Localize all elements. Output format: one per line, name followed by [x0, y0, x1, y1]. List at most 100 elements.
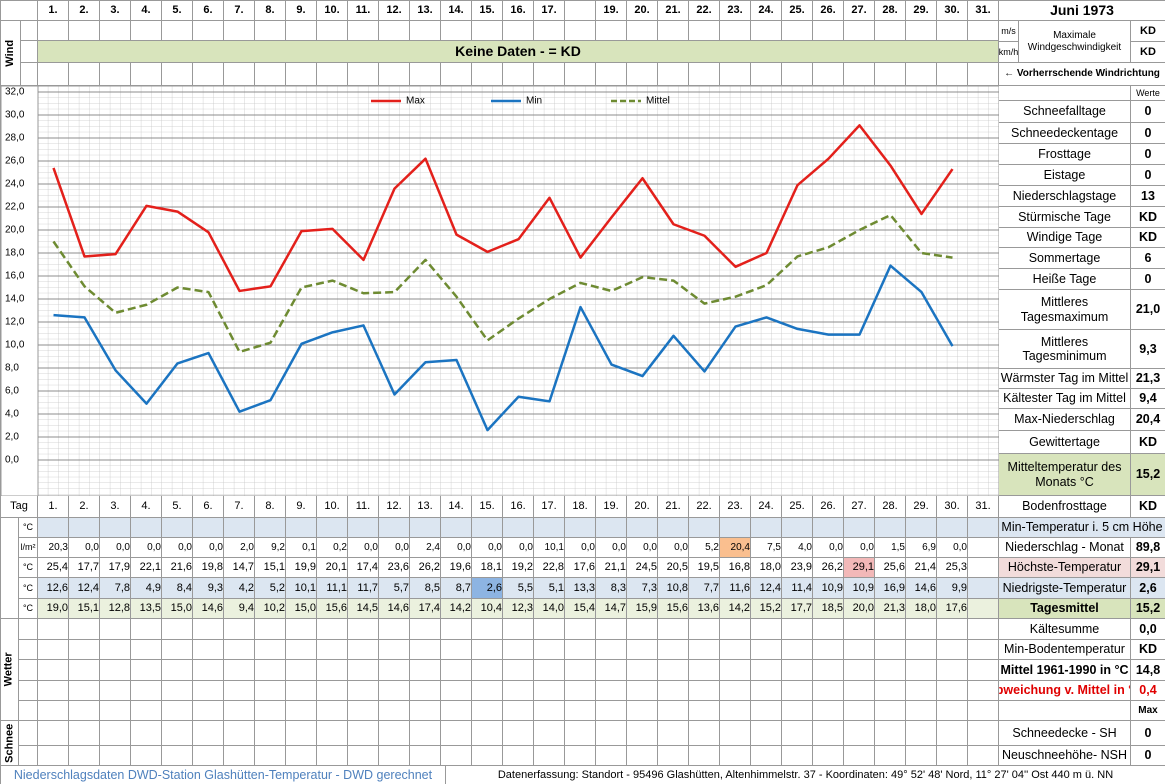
data-cell: [472, 518, 503, 538]
weather-cell: [658, 660, 689, 681]
data-cell: 25,6: [875, 558, 906, 578]
stat-value: KD: [1131, 496, 1165, 518]
weather-cell: [286, 681, 317, 701]
weather-cell: [751, 681, 782, 701]
y-tick-label: 18,0: [5, 248, 25, 259]
footer-source: Niederschlagsdaten DWD-Station Glashütte…: [1, 766, 446, 784]
y-tick-label: 30,0: [5, 110, 25, 121]
day-header: 7.: [224, 496, 255, 518]
stat-value: KD: [1131, 431, 1165, 454]
stat-value: 9,3: [1131, 330, 1165, 369]
data-cell: [658, 518, 689, 538]
data-cell: 14,2: [441, 599, 472, 619]
data-cell: 18,0: [751, 558, 782, 578]
wind-cell: [472, 63, 503, 86]
row-unit: °C: [19, 518, 38, 538]
weather-cell: [100, 701, 131, 721]
weather-cell: [689, 701, 720, 721]
snow-cell: [565, 721, 596, 746]
weather-cell: [472, 640, 503, 660]
wind-cell: [162, 21, 193, 41]
data-cell: 20,1: [317, 558, 348, 578]
corner: [1, 1, 38, 21]
stat-value: 13: [1131, 186, 1165, 207]
weather-cell: [720, 640, 751, 660]
data-cell: 7,7: [689, 578, 720, 599]
data-cell: 17,4: [410, 599, 441, 619]
wind-cell: [286, 63, 317, 86]
data-cell: 2,4: [410, 538, 441, 558]
weather-cell: [379, 681, 410, 701]
weather-cell: [937, 660, 968, 681]
data-cell: [627, 518, 658, 538]
wind-cell: [100, 21, 131, 41]
wind-cell: [410, 21, 441, 41]
data-cell: [720, 518, 751, 538]
row-unit: °C: [19, 558, 38, 578]
weather-cell: [534, 640, 565, 660]
wind-cell: [627, 21, 658, 41]
wind-direction: ← Vorherrschende Windrichtung: [999, 63, 1165, 86]
weather-cell: [38, 701, 69, 721]
snow-cell: [255, 721, 286, 746]
day-header: 30.: [937, 1, 968, 21]
stat-label: Mitteltemperatur des Monats °C: [999, 454, 1131, 496]
snow-cell: [937, 746, 968, 766]
summary-value: 89,8: [1131, 538, 1165, 558]
wind-value: KD: [1131, 42, 1165, 63]
y-tick-label: 8,0: [5, 363, 19, 374]
weather-cell: [193, 619, 224, 640]
wind-cell: [658, 63, 689, 86]
snow-cell: [720, 721, 751, 746]
summary-label: Min-Temperatur i. 5 cm Höhe: [999, 518, 1165, 538]
data-cell: 10,2: [255, 599, 286, 619]
data-cell: [193, 518, 224, 538]
weather-cell: [100, 619, 131, 640]
day-header: 15.: [472, 496, 503, 518]
weather-cell: [751, 640, 782, 660]
data-cell: 10,1: [286, 578, 317, 599]
summary-value: 0: [1131, 746, 1165, 766]
data-cell: 0,0: [100, 538, 131, 558]
y-tick-label: 10,0: [5, 340, 25, 351]
wind-cell: [627, 63, 658, 86]
data-cell: 5,7: [379, 578, 410, 599]
weather-cell: [813, 701, 844, 721]
weather-cell: [596, 619, 627, 640]
stat-label: Max-Niederschlag: [999, 409, 1131, 431]
data-cell: 0,0: [627, 538, 658, 558]
weather-cell: [503, 640, 534, 660]
data-cell: 5,1: [534, 578, 565, 599]
snow-cell: [534, 746, 565, 766]
data-cell: 0,0: [162, 538, 193, 558]
day-header: 25.: [782, 1, 813, 21]
weather-cell: [813, 619, 844, 640]
stat-label: Windige Tage: [999, 228, 1131, 248]
weather-cell: [751, 619, 782, 640]
day-header: 18.: [565, 496, 596, 518]
weather-cell: [937, 701, 968, 721]
y-tick-label: 24,0: [5, 179, 25, 190]
weather-cell: [875, 619, 906, 640]
weather-cell: [968, 701, 999, 721]
weather-cell: [472, 619, 503, 640]
weather-cell: [751, 660, 782, 681]
data-cell: 4,9: [131, 578, 162, 599]
data-cell: 0,0: [658, 538, 689, 558]
snow-cell: [503, 721, 534, 746]
day-header: 28.: [875, 1, 906, 21]
snow-cell: [131, 721, 162, 746]
weather-cell: [751, 701, 782, 721]
data-cell: [689, 518, 720, 538]
line-min: [53, 264, 954, 432]
stats-header: Werte: [1131, 86, 1165, 101]
day-header: 16.: [503, 1, 534, 21]
weather-cell: [813, 660, 844, 681]
weather-cell: [658, 701, 689, 721]
y-tick-label: 2,0: [5, 432, 19, 443]
summary-value: 29,1: [1131, 558, 1165, 578]
wind-cell: [379, 21, 410, 41]
data-cell: 10,9: [844, 578, 875, 599]
data-cell: [968, 599, 999, 619]
weather-cell: [627, 701, 658, 721]
